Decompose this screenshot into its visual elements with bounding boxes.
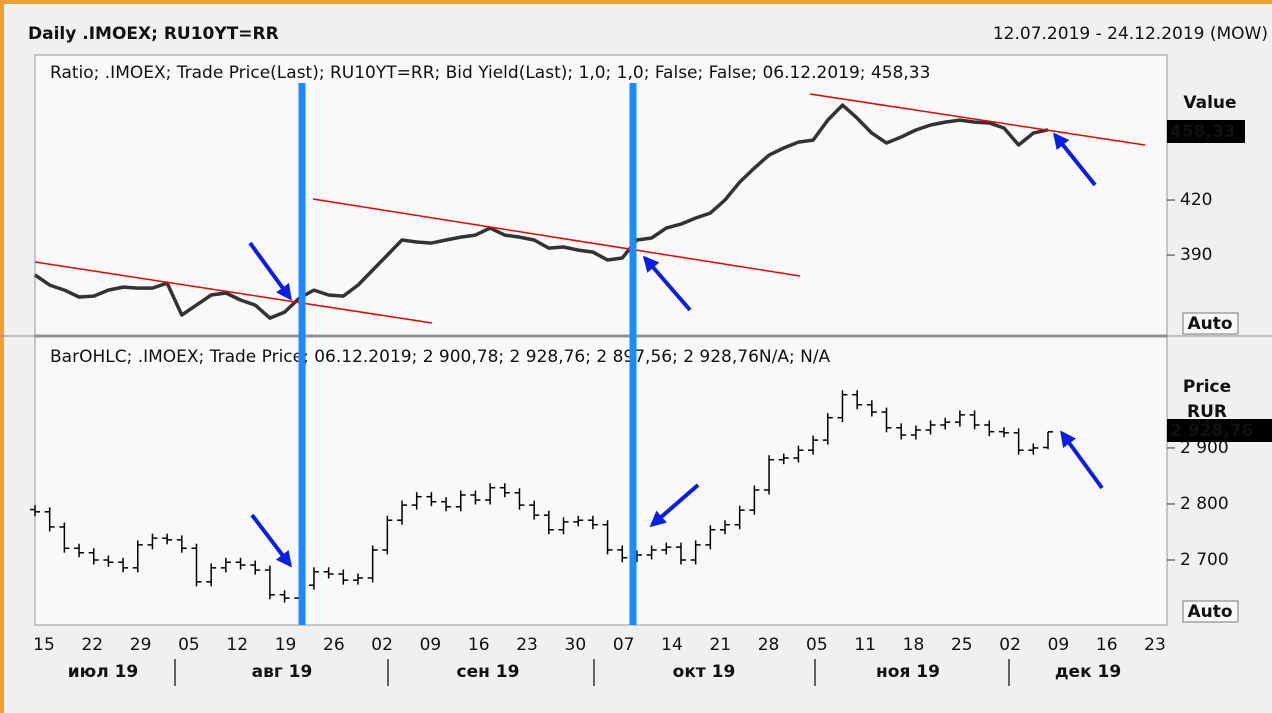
month-label: ноя 19: [876, 662, 940, 682]
month-label: авг 19: [252, 662, 313, 682]
y-tick-label: 390: [1180, 245, 1212, 265]
x-tick-label: 12: [226, 635, 248, 655]
trend-line: [809, 93, 1146, 146]
panel-top: [34, 54, 1168, 336]
month-label: июл 19: [68, 662, 138, 682]
arrow: [1053, 132, 1097, 187]
last-value-label: 2 928,76: [1170, 421, 1253, 441]
x-tick-label: 05: [806, 635, 828, 655]
axis-unit: RUR: [1187, 402, 1227, 422]
auto-box[interactable]: [1182, 312, 1239, 335]
x-tick-label: 02: [371, 635, 393, 655]
arrow: [250, 513, 292, 568]
arrow: [649, 483, 700, 528]
axis-title: Price: [1183, 377, 1231, 397]
annotations: [34, 83, 1146, 625]
x-tick-label: 29: [130, 635, 152, 655]
auto-box[interactable]: [1182, 600, 1239, 623]
arrow: [642, 255, 692, 312]
x-tick-label: 25: [951, 635, 973, 655]
x-tick-label: 02: [999, 635, 1021, 655]
x-tick-label: 16: [1096, 635, 1118, 655]
last-value-label: 458,33: [1170, 122, 1236, 142]
legend: BarOHLC; .IMOEX; Trade Price; 06.12.2019…: [50, 347, 831, 367]
trend-line: [34, 261, 433, 324]
x-tick-label: 19: [275, 635, 297, 655]
x-tick-label: 22: [81, 635, 103, 655]
x-tick-label: 15: [33, 635, 55, 655]
x-tick-label: 28: [758, 635, 780, 655]
x-tick-label: 23: [516, 635, 538, 655]
arrow: [248, 241, 292, 301]
last-value-box: [1167, 120, 1245, 143]
panel-bottom: [34, 336, 1168, 626]
legend: Ratio; .IMOEX; Trade Price(Last); RU10YT…: [50, 63, 930, 83]
date-range: 12.07.2019 - 24.12.2019 (MOW): [993, 24, 1268, 44]
trend-line: [312, 198, 801, 277]
arrow: [1060, 430, 1104, 490]
x-tick-label: 18: [903, 635, 925, 655]
month-label: сен 19: [457, 662, 520, 682]
scale-mode[interactable]: Auto: [1187, 602, 1232, 622]
month-label: дек 19: [1055, 662, 1121, 682]
last-value-box: [1167, 419, 1272, 442]
y-tick-label: 2 700: [1180, 550, 1229, 570]
month-label: окт 19: [673, 662, 736, 682]
y-tick-label: 420: [1180, 190, 1212, 210]
y-tick-label: 2 900: [1180, 438, 1229, 458]
line: [34, 103, 1049, 320]
x-tick-label: 09: [1048, 635, 1070, 655]
x-tick-label: 23: [1144, 635, 1166, 655]
x-tick-label: 16: [468, 635, 490, 655]
x-tick-label: 21: [709, 635, 731, 655]
scale-mode[interactable]: Auto: [1187, 314, 1232, 334]
title: Daily .IMOEX; RU10YT=RR: [28, 24, 279, 44]
x-tick-label: 05: [178, 635, 200, 655]
y-tick-label: 2 800: [1180, 494, 1229, 514]
x-tick-label: 14: [661, 635, 683, 655]
x-tick-label: 07: [613, 635, 635, 655]
x-tick-label: 26: [323, 635, 345, 655]
axis-title: Value: [1183, 93, 1236, 113]
x-tick-label: 30: [565, 635, 587, 655]
x-tick-label: 09: [420, 635, 442, 655]
x-tick-label: 11: [854, 635, 876, 655]
